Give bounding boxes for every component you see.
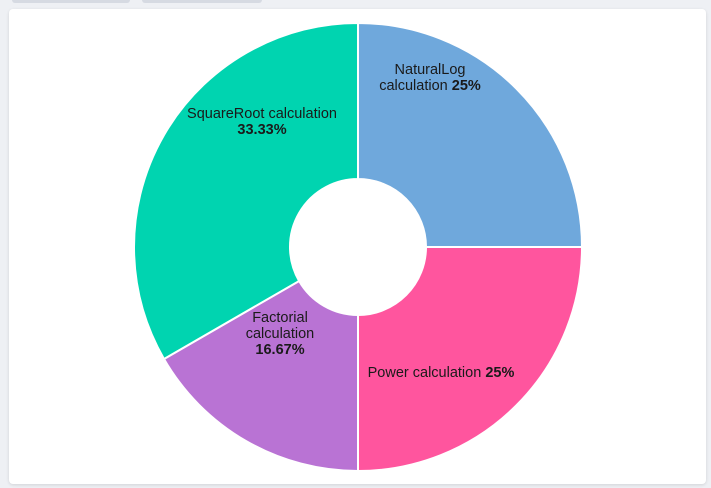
slice-factorial-calculation[interactable] — [162, 279, 359, 473]
label-factorial-calculation: Factorial calculation 16.67% — [246, 310, 315, 358]
percent-factorial-calculation: 16.67% — [255, 342, 304, 358]
label-power-calculation: Power calculation 25% — [368, 365, 515, 381]
slice-naturallog-calculation[interactable] — [357, 21, 584, 248]
label-squareroot-calculation: SquareRoot calculation 33.33% — [187, 106, 337, 138]
slice-squareroot-calculation[interactable] — [133, 21, 359, 361]
chart-slices — [133, 21, 584, 473]
percent-power-calculation: 25% — [485, 365, 514, 381]
chart-labels: NaturalLog calculation 25% Power calculati… — [187, 62, 514, 381]
percent-squareroot-calculation: 33.33% — [237, 122, 286, 138]
tab-left[interactable] — [12, 0, 130, 3]
tab-right[interactable] — [142, 0, 262, 3]
label-naturallog-calculation: NaturalLog calculation 25% — [379, 62, 481, 94]
percent-naturallog-calculation: 25% — [452, 78, 481, 94]
slice-power-calculation[interactable] — [357, 246, 584, 473]
